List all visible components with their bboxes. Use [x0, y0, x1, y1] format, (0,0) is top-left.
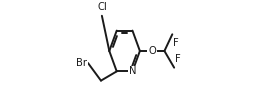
Text: F: F — [175, 54, 181, 64]
Text: O: O — [148, 46, 156, 56]
Text: F: F — [173, 38, 179, 48]
Text: Br: Br — [76, 58, 87, 68]
Text: Cl: Cl — [97, 2, 107, 12]
Text: N: N — [129, 66, 136, 76]
